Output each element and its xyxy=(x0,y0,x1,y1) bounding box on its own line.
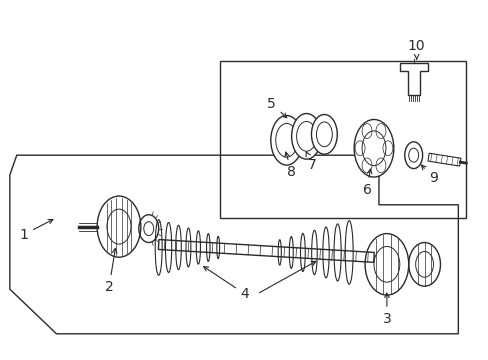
Ellipse shape xyxy=(291,113,321,159)
Ellipse shape xyxy=(353,120,393,177)
Text: 3: 3 xyxy=(382,293,390,326)
Text: 7: 7 xyxy=(305,152,316,172)
Text: 10: 10 xyxy=(407,39,425,59)
Ellipse shape xyxy=(404,142,422,168)
Text: 1: 1 xyxy=(19,220,53,242)
Text: 2: 2 xyxy=(104,248,117,294)
Text: 4: 4 xyxy=(203,266,249,301)
Text: 5: 5 xyxy=(267,96,286,118)
Text: 6: 6 xyxy=(362,169,371,197)
Ellipse shape xyxy=(311,114,337,154)
Text: 8: 8 xyxy=(285,152,295,179)
Ellipse shape xyxy=(270,116,302,165)
Text: 9: 9 xyxy=(421,165,437,185)
